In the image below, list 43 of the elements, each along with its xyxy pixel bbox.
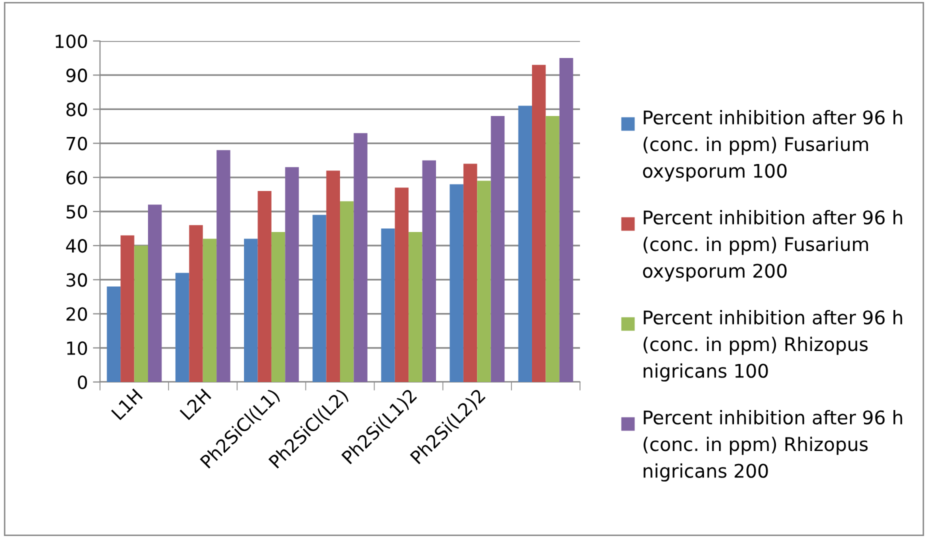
bar — [532, 64, 546, 382]
y-tick-label: 30 — [66, 273, 87, 287]
bar — [518, 106, 532, 382]
bar — [559, 58, 574, 382]
bar — [244, 238, 258, 382]
legend-label: Percent inhibition after 96 h (conc. in ppm) Fusarium oxysporum 200 — [643, 210, 902, 282]
bar — [216, 150, 230, 382]
bar — [354, 133, 368, 382]
legend-label: Percent inhibition after 96 h (conc. in ppm) Fusarium oxysporum 100 — [643, 110, 902, 182]
y-tick-label: 100 — [56, 34, 87, 48]
bar — [106, 286, 121, 382]
bar — [490, 116, 505, 382]
bar — [340, 201, 354, 382]
y-tick-label: 70 — [66, 136, 87, 150]
bar — [134, 246, 148, 382]
bar — [463, 164, 478, 382]
y-tick-label: 20 — [66, 307, 87, 321]
bar — [408, 232, 422, 382]
bar — [477, 180, 491, 382]
y-tick-label: 90 — [66, 68, 87, 82]
bar — [450, 184, 464, 382]
y-tick-label: 40 — [66, 239, 87, 253]
bar — [175, 272, 190, 382]
bar — [312, 214, 326, 382]
legend-label: Percent inhibition after 96 h (conc. in ppm) Rhizopus nigricans 100 — [644, 310, 902, 382]
bar — [202, 238, 217, 382]
bar — [258, 191, 272, 382]
bar — [271, 232, 286, 382]
y-tick-label: 60 — [66, 170, 87, 185]
bar — [189, 225, 203, 382]
bar — [285, 167, 299, 382]
bar — [381, 228, 395, 382]
y-tick-label: 0 — [78, 375, 87, 390]
y-tick-label: 10 — [67, 341, 87, 356]
bar — [422, 160, 436, 382]
bar — [546, 116, 560, 382]
y-tick-label: 80 — [66, 102, 87, 116]
bar — [120, 235, 134, 382]
bar — [148, 204, 162, 382]
bar — [394, 188, 409, 382]
legend-label: Percent inhibition after 96 h (conc. in ppm) Rhizopus nigricans 200 — [644, 410, 902, 482]
y-tick-label: 50 — [66, 204, 87, 219]
bar — [326, 170, 340, 382]
